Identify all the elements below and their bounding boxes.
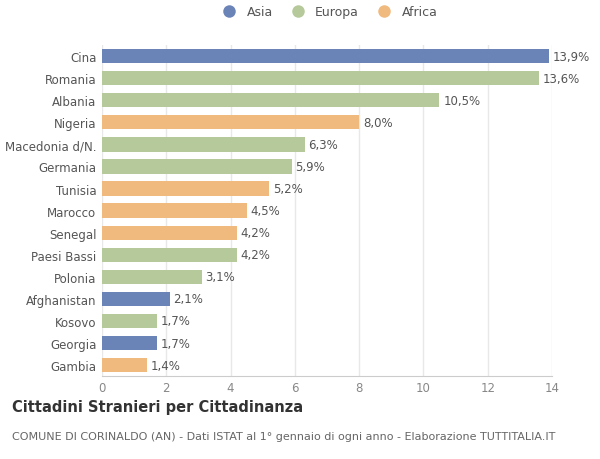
Bar [102, 138, 305, 152]
Text: 1,4%: 1,4% [151, 359, 181, 372]
Text: 6,3%: 6,3% [308, 139, 338, 151]
Text: 10,5%: 10,5% [443, 95, 481, 107]
Text: 5,2%: 5,2% [273, 183, 303, 196]
Text: 1,7%: 1,7% [161, 337, 190, 350]
Text: COMUNE DI CORINALDO (AN) - Dati ISTAT al 1° gennaio di ogni anno - Elaborazione : COMUNE DI CORINALDO (AN) - Dati ISTAT al… [12, 431, 556, 442]
Text: 4,2%: 4,2% [241, 249, 271, 262]
Text: 13,6%: 13,6% [543, 73, 580, 85]
Bar [102, 182, 269, 196]
Text: 4,5%: 4,5% [251, 205, 280, 218]
Text: 5,9%: 5,9% [296, 161, 325, 174]
Bar [102, 204, 247, 218]
Bar [102, 358, 147, 373]
Text: 13,9%: 13,9% [553, 50, 590, 63]
Bar [102, 116, 359, 130]
Text: 3,1%: 3,1% [205, 271, 235, 284]
Bar [102, 50, 549, 64]
Bar [102, 270, 202, 285]
Bar [102, 336, 157, 351]
Text: 1,7%: 1,7% [161, 315, 190, 328]
Bar [102, 160, 292, 174]
Text: 4,2%: 4,2% [241, 227, 271, 240]
Bar [102, 94, 439, 108]
Bar [102, 226, 237, 241]
Text: 8,0%: 8,0% [363, 117, 392, 129]
Legend: Asia, Europa, Africa: Asia, Europa, Africa [217, 6, 437, 19]
Bar [102, 292, 170, 307]
Text: Cittadini Stranieri per Cittadinanza: Cittadini Stranieri per Cittadinanza [12, 399, 303, 414]
Bar [102, 314, 157, 329]
Bar [102, 72, 539, 86]
Text: 2,1%: 2,1% [173, 293, 203, 306]
Bar [102, 248, 237, 263]
